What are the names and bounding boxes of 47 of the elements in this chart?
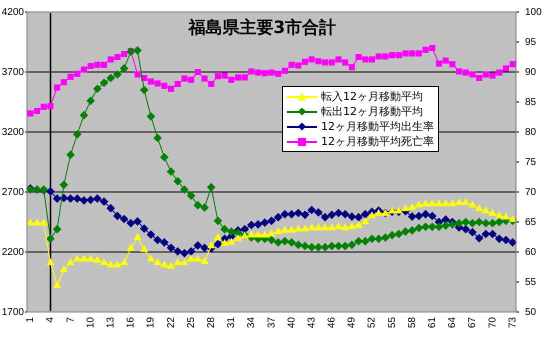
x-tick-label: 49 xyxy=(346,316,358,328)
y-tick-label: 2700 xyxy=(2,186,24,198)
legend-label: 転出12ヶ月移動平均 xyxy=(321,104,423,119)
x-tick-label: 34 xyxy=(246,316,258,328)
x-tick-label: 13 xyxy=(105,316,116,328)
x-tick-label: 4 xyxy=(45,316,56,323)
x-tick-label: 43 xyxy=(306,316,318,328)
y-tick-label: 3200 xyxy=(2,126,24,138)
x-tick-label: 22 xyxy=(166,316,177,328)
x-tick-label: 37 xyxy=(266,316,278,328)
y2-tick-label: 65 xyxy=(525,216,537,228)
x-tick-label: 52 xyxy=(366,316,378,328)
x-tick-label: 61 xyxy=(427,316,438,328)
x-tick-label: 1 xyxy=(25,316,36,323)
x-tick-label: 10 xyxy=(85,316,96,328)
y-tick-label: 1700 xyxy=(2,306,24,318)
y2-tick-label: 70 xyxy=(525,186,537,198)
y2-tick-label: 100 xyxy=(525,6,542,18)
x-tick-label: 58 xyxy=(406,316,418,328)
x-tick-label: 40 xyxy=(286,316,298,328)
x-tick-label: 73 xyxy=(507,316,518,328)
x-tick-label: 16 xyxy=(126,316,137,328)
legend-label: 12ヶ月移動平均死亡率 xyxy=(321,134,434,149)
x-tick-label: 28 xyxy=(206,316,217,328)
y2-tick-label: 50 xyxy=(525,306,537,318)
legend-label: 12ヶ月移動平均出生率 xyxy=(321,119,434,134)
x-tick-label: 67 xyxy=(467,316,478,328)
y2-tick-label: 95 xyxy=(525,36,537,48)
y2-tick-label: 60 xyxy=(525,246,537,258)
x-tick-label: 64 xyxy=(447,316,458,328)
x-tick-label: 46 xyxy=(326,316,338,328)
y2-tick-label: 90 xyxy=(525,66,537,78)
y-tick-label: 3700 xyxy=(2,66,24,78)
legend-label: 転入12ヶ月移動平均 xyxy=(321,89,423,104)
y-tick-label: 4200 xyxy=(2,6,24,18)
y2-tick-label: 80 xyxy=(525,126,537,138)
x-tick-label: 70 xyxy=(487,316,498,328)
y2-tick-label: 55 xyxy=(525,276,537,288)
y2-tick-label: 75 xyxy=(525,156,537,168)
y2-tick-label: 85 xyxy=(525,96,537,108)
x-tick-label: 25 xyxy=(186,316,197,328)
y-tick-label: 2200 xyxy=(2,246,24,258)
x-tick-label: 31 xyxy=(226,316,238,328)
x-tick-label: 7 xyxy=(65,316,76,323)
x-tick-label: 19 xyxy=(146,316,157,328)
x-tick-label: 55 xyxy=(386,316,398,328)
chart-title: 福島県主要3市合計 xyxy=(188,17,336,39)
